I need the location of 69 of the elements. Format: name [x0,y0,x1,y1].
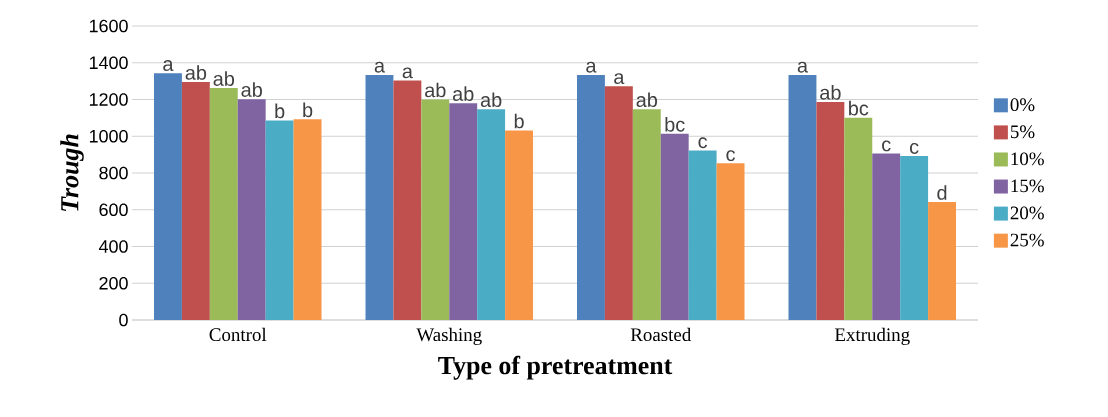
bar [844,117,873,320]
bar [365,74,394,320]
data-label: bc [849,100,869,116]
bar [209,88,238,320]
y-tick-label: 1200 [89,93,128,106]
data-label: a [402,67,413,79]
y-tick-label: 600 [99,203,128,217]
legend-label: 5% [1010,125,1035,139]
bar [477,109,506,320]
bar [604,86,633,320]
data-label: ab [452,86,474,101]
bar [154,73,182,320]
y-tick-label: 1400 [89,56,128,70]
data-label: c [698,137,708,149]
bar [660,133,689,320]
bar [900,156,929,320]
data-label: ab [241,82,262,97]
bar [688,150,717,320]
data-label: ab [425,82,446,98]
legend-label: 20% [1010,206,1044,220]
legend-label: 25% [1010,233,1044,247]
y-tick-label: 1600 [89,19,128,33]
legend-label: 0% [1010,98,1035,112]
data-label: d [937,185,947,200]
data-label: a [374,61,385,73]
data-label: b [275,103,285,119]
bar [449,103,478,320]
x-axis-title: Type of pretreatment [438,355,673,380]
y-tick-label: 800 [99,166,128,180]
bar [421,99,450,320]
data-label: a [797,61,808,73]
bar [928,202,957,320]
data-label: ab [820,85,841,100]
bar [181,82,210,320]
y-tick-label: 1000 [89,129,128,143]
bar [632,109,661,320]
y-axis-title: Trough [60,134,84,211]
y-tick-label: 200 [99,276,128,290]
x-tick-label: Washing [416,327,482,345]
bar [577,74,605,320]
x-tick-label: Roasted [630,327,692,342]
data-label: a [614,73,625,85]
data-label: c [910,142,919,154]
data-label: ab [213,71,235,86]
data-label: ab [480,92,502,108]
data-label: b [303,102,313,118]
data-label: bc [665,117,685,132]
data-label: c [882,140,891,152]
data-label: b [514,113,524,129]
bar [716,163,745,320]
x-tick-label: Control [209,327,267,342]
bar [505,130,534,320]
bar [237,99,266,320]
y-tick-label: 400 [98,240,128,253]
bar [788,74,817,320]
bar [265,120,294,320]
data-label: ab [636,92,658,108]
legend-label: 10% [1011,152,1044,166]
bar [293,119,322,320]
bar [393,80,422,320]
data-label: a [163,60,174,72]
bar [816,101,845,320]
data-label: a [586,61,597,73]
bar [872,153,901,320]
legend-label: 15% [1011,179,1044,193]
data-label: ab [185,65,207,80]
x-tick-label: Extruding [834,327,910,345]
y-tick-label: 0 [119,313,128,327]
data-label: c [726,150,736,162]
